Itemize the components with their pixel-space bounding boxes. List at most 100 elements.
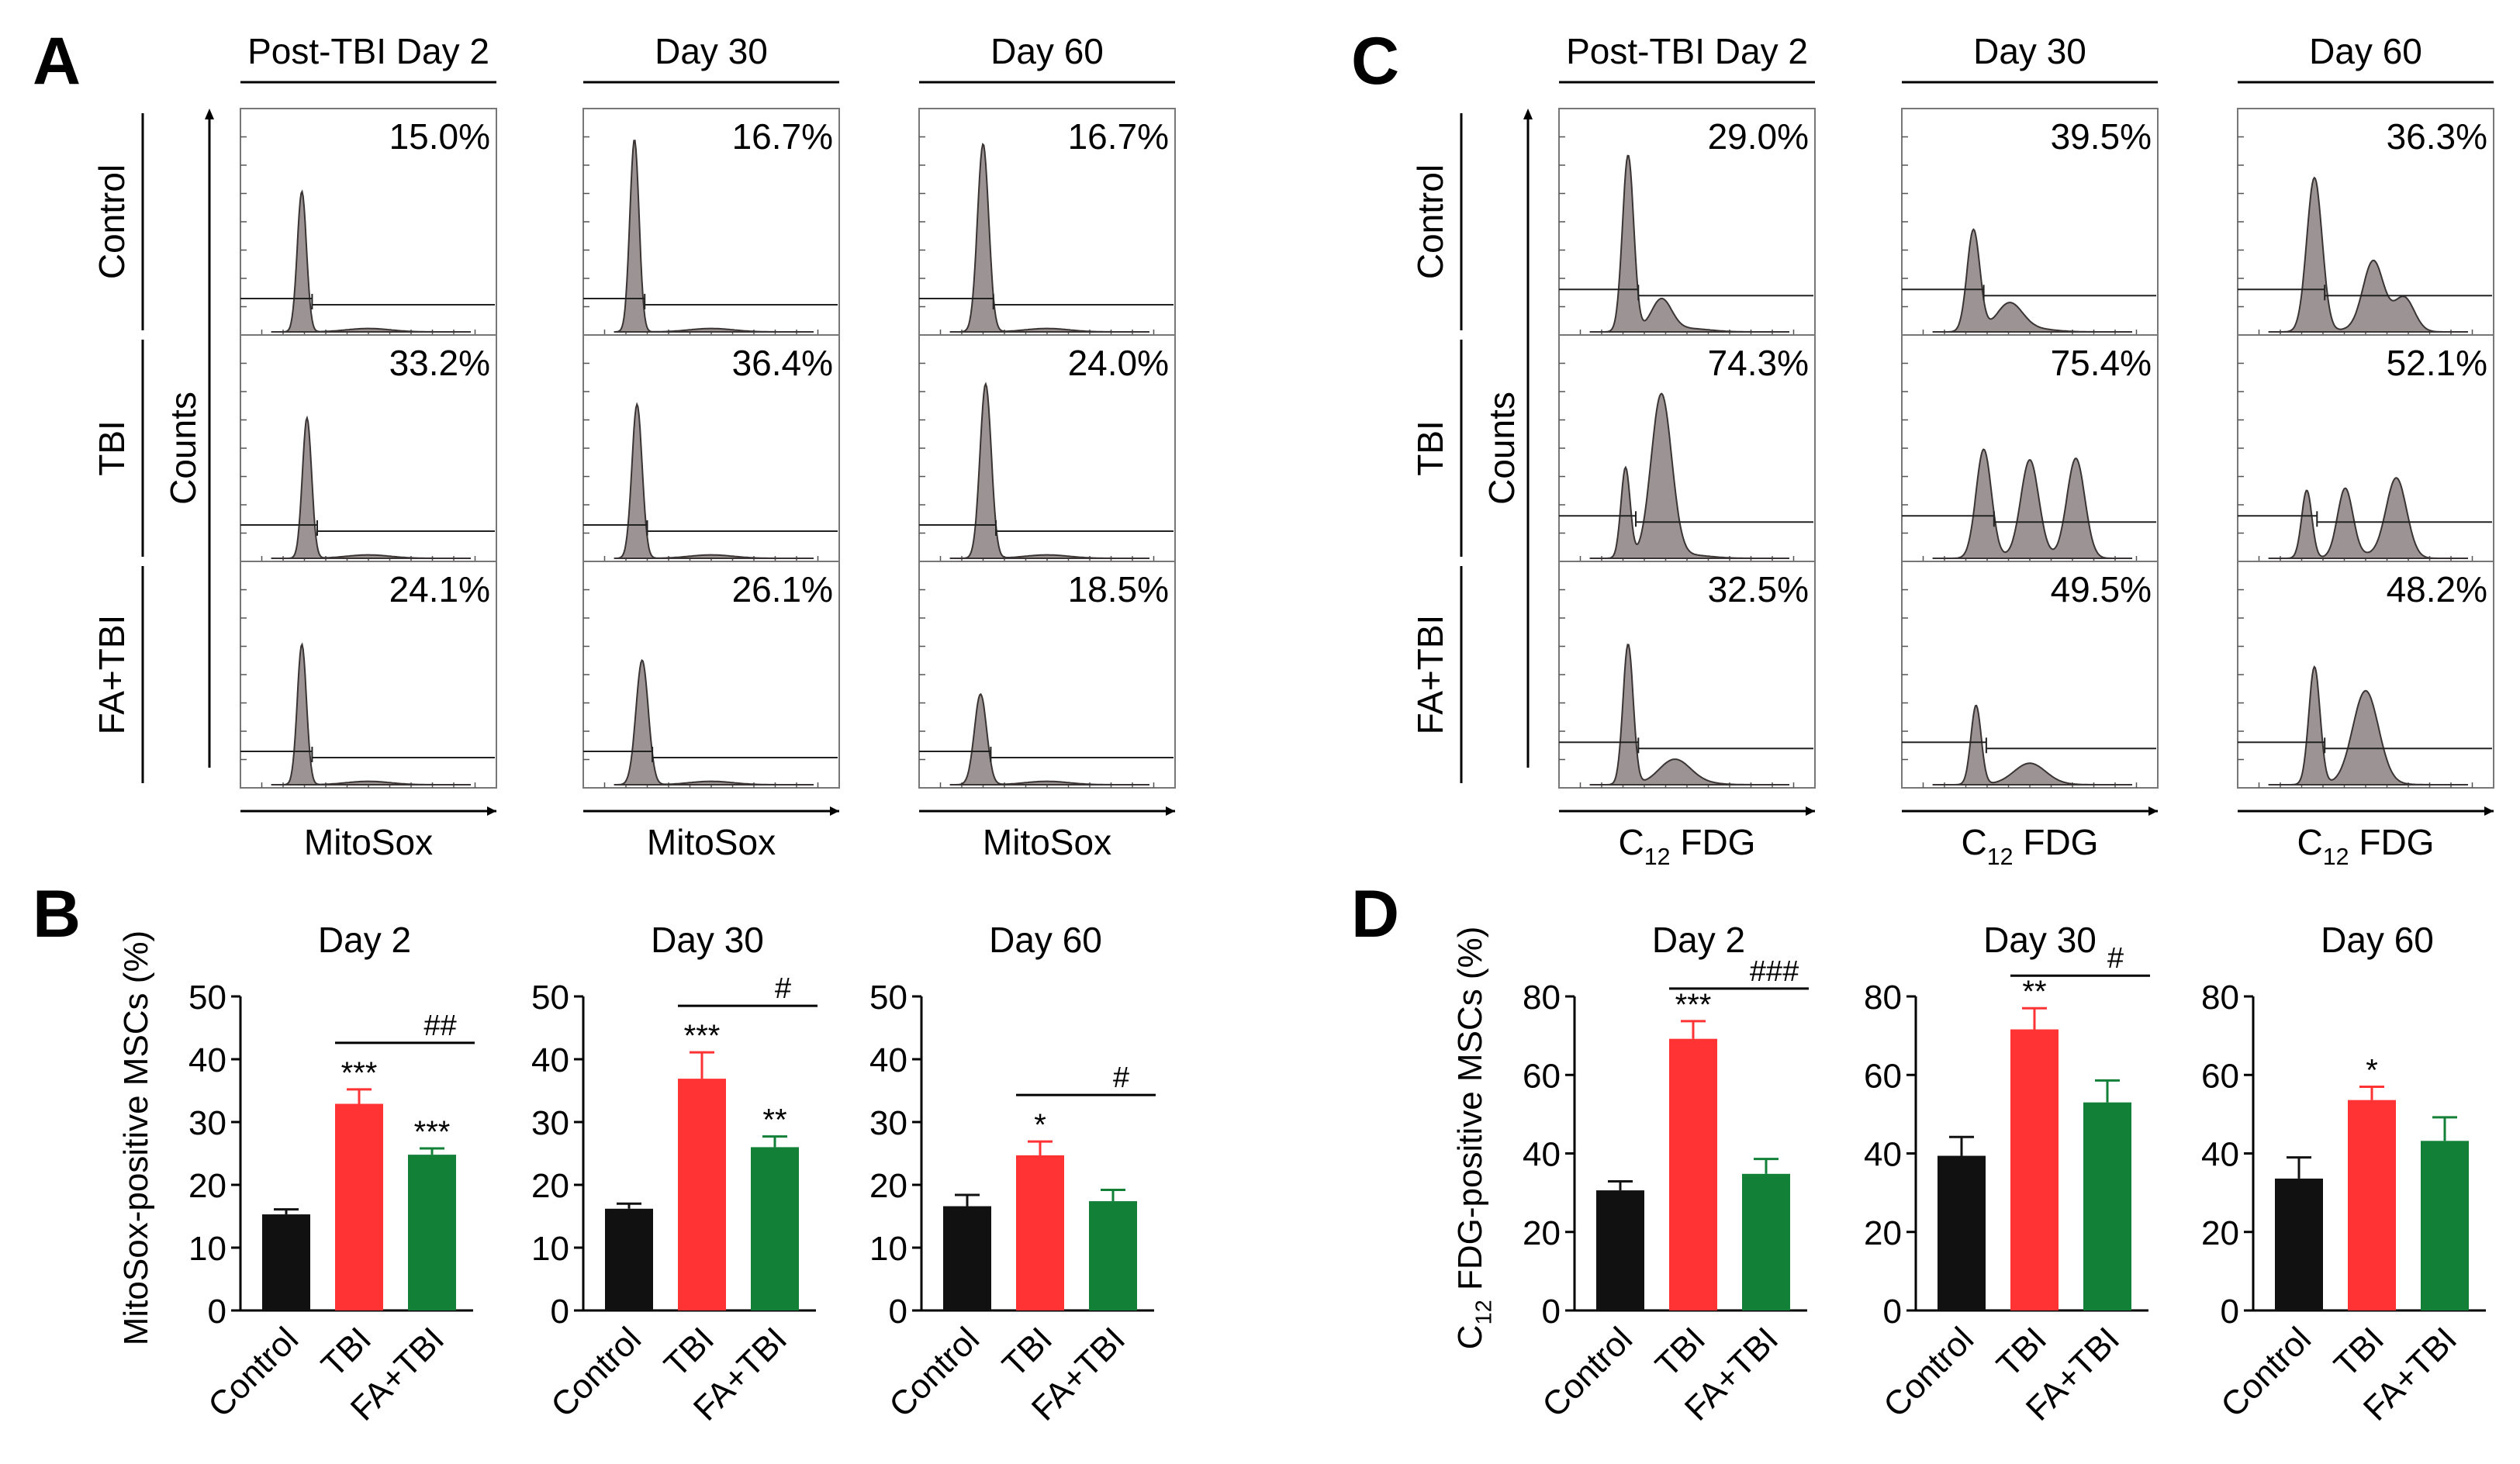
chart-title: Day 2 bbox=[318, 920, 411, 960]
x-axis-label-sub: 12 bbox=[1644, 844, 1671, 870]
x-axis-label-c: C bbox=[2297, 822, 2323, 862]
x-axis-arrowhead bbox=[2148, 806, 2158, 816]
bar-tbi bbox=[2348, 1100, 2396, 1310]
histogram-curve bbox=[271, 418, 471, 558]
y-axis-label-group: MitoSox-positive MSCs (%) bbox=[117, 931, 155, 1345]
histogram-cell: 39.5% bbox=[1902, 109, 2158, 335]
histogram-cell: 18.5% bbox=[919, 561, 1175, 788]
gate-percentage: 52.1% bbox=[2387, 343, 2487, 383]
row-label: TBI bbox=[1410, 420, 1450, 476]
y-axis-arrowhead bbox=[205, 109, 214, 119]
gate-percentage: 24.0% bbox=[1068, 343, 1169, 383]
histogram-cell: 15.0% bbox=[240, 109, 496, 335]
y-tick-label: 0 bbox=[1883, 1293, 1902, 1331]
histogram-curve bbox=[2269, 478, 2468, 558]
x-tick-label: Control bbox=[2214, 1320, 2318, 1424]
x-axis-label-c: C bbox=[1962, 822, 1987, 862]
y-tick-label: 20 bbox=[188, 1167, 226, 1205]
histogram-curve bbox=[1590, 394, 1789, 558]
y-tick-label: 80 bbox=[2201, 979, 2239, 1017]
x-axis-label-rest: FDG bbox=[2014, 822, 2099, 862]
histogram-cell: 36.4% bbox=[583, 335, 839, 561]
x-axis-arrowhead bbox=[830, 806, 839, 816]
bar-fa-tbi bbox=[2421, 1141, 2469, 1310]
y-tick-label: 30 bbox=[869, 1104, 907, 1142]
panel-letter-b: B bbox=[33, 877, 81, 951]
significance-stars: ** bbox=[2022, 975, 2046, 1009]
y-tick-label: 0 bbox=[551, 1293, 569, 1331]
timepoint-header: Post-TBI Day 2 bbox=[247, 31, 489, 71]
x-tick-label: Control bbox=[201, 1320, 306, 1424]
histogram-curve bbox=[950, 694, 1149, 785]
bar-fa-tbi bbox=[408, 1155, 456, 1310]
y-tick-label: 20 bbox=[1523, 1214, 1561, 1252]
histogram-curve bbox=[950, 144, 1149, 332]
histogram-cell: 49.5% bbox=[1902, 561, 2158, 788]
chart-title: Day 60 bbox=[989, 920, 1102, 960]
flow-panel-a: Post-TBI Day 2 MitoSox Day 30 MitoSox Day 60… bbox=[92, 31, 1175, 862]
y-tick-label: 50 bbox=[188, 979, 226, 1017]
chart-title: Day 30 bbox=[1983, 920, 2097, 960]
gate-percentage: 26.1% bbox=[732, 569, 833, 609]
y-axis-label: Counts bbox=[163, 392, 203, 505]
histogram-cell: 16.7% bbox=[583, 109, 839, 335]
gate-percentage: 16.7% bbox=[732, 116, 833, 157]
gate-percentage: 48.2% bbox=[2387, 569, 2487, 609]
bar-control bbox=[2275, 1179, 2323, 1310]
panel-letter-d: D bbox=[1351, 877, 1399, 951]
y-axis-label-group: C12 FDG-positive MSCs (%) bbox=[1451, 927, 1496, 1350]
bar-tbi bbox=[2010, 1030, 2059, 1310]
row-label: FA+TBI bbox=[1410, 615, 1450, 735]
significance-stars: *** bbox=[414, 1115, 451, 1149]
bar-control bbox=[605, 1209, 653, 1310]
gate-percentage: 24.1% bbox=[389, 569, 490, 609]
histogram-cell: 26.1% bbox=[583, 561, 839, 788]
bar-control bbox=[262, 1214, 310, 1310]
histogram-curve bbox=[2269, 667, 2468, 785]
significance-stars: *** bbox=[684, 1019, 721, 1053]
significance-stars: ** bbox=[762, 1103, 786, 1138]
y-tick-label: 80 bbox=[1523, 979, 1561, 1017]
y-tick-label: 40 bbox=[1864, 1136, 1902, 1174]
panel-letter-a: A bbox=[33, 24, 81, 98]
bar-control bbox=[943, 1207, 991, 1310]
bar-charts: Day 201020304050MitoSox-positive MSCs (%… bbox=[117, 920, 2486, 1428]
y-tick-label: 20 bbox=[869, 1167, 907, 1205]
gate-percentage: 16.7% bbox=[1068, 116, 1169, 157]
gate-percentage: 36.3% bbox=[2387, 116, 2487, 157]
row-label: FA+TBI bbox=[92, 615, 132, 735]
histogram-curve bbox=[1933, 706, 2132, 785]
panel-letters: A B C D bbox=[33, 24, 1399, 951]
gate-percentage: 74.3% bbox=[1708, 343, 1809, 383]
histogram-cell: 48.2% bbox=[2238, 561, 2494, 788]
bar-control bbox=[1938, 1156, 1986, 1310]
bar-tbi bbox=[1669, 1039, 1717, 1310]
gate-percentage: 39.5% bbox=[2051, 116, 2152, 157]
row-label: Control bbox=[92, 164, 132, 279]
y-axis-label: Counts bbox=[1481, 392, 1522, 505]
x-tick-label: Control bbox=[1535, 1320, 1640, 1424]
significance-stars: * bbox=[2366, 1053, 2378, 1087]
histogram-curve bbox=[1590, 644, 1789, 785]
bar-tbi bbox=[335, 1104, 383, 1310]
timepoint-header: Day 60 bbox=[990, 31, 1104, 71]
histogram-curve bbox=[271, 644, 471, 785]
panel-letter-c: C bbox=[1351, 24, 1399, 98]
bracket-label: ### bbox=[1749, 955, 1799, 988]
y-tick-label: 0 bbox=[208, 1293, 226, 1331]
y-tick-label: 40 bbox=[188, 1041, 226, 1079]
y-tick-label: 20 bbox=[1864, 1214, 1902, 1252]
flow-panel-c: Post-TBI Day 2C12 FDGDay 30C12 FDGDay 60… bbox=[1410, 31, 2494, 870]
bar-tbi bbox=[1016, 1155, 1064, 1310]
y-tick-label: 40 bbox=[1523, 1136, 1561, 1174]
x-axis-arrowhead bbox=[1166, 806, 1175, 816]
gate-percentage: 32.5% bbox=[1708, 569, 1809, 609]
y-tick-label: 0 bbox=[1542, 1293, 1561, 1331]
gate-percentage: 33.2% bbox=[389, 343, 490, 383]
histogram-cell: 33.2% bbox=[240, 335, 496, 561]
y-axis-label-c: C bbox=[1451, 1325, 1489, 1350]
y-tick-label: 30 bbox=[188, 1104, 226, 1142]
significance-stars: * bbox=[1034, 1108, 1046, 1142]
histogram-cell: 74.3% bbox=[1559, 335, 1815, 561]
